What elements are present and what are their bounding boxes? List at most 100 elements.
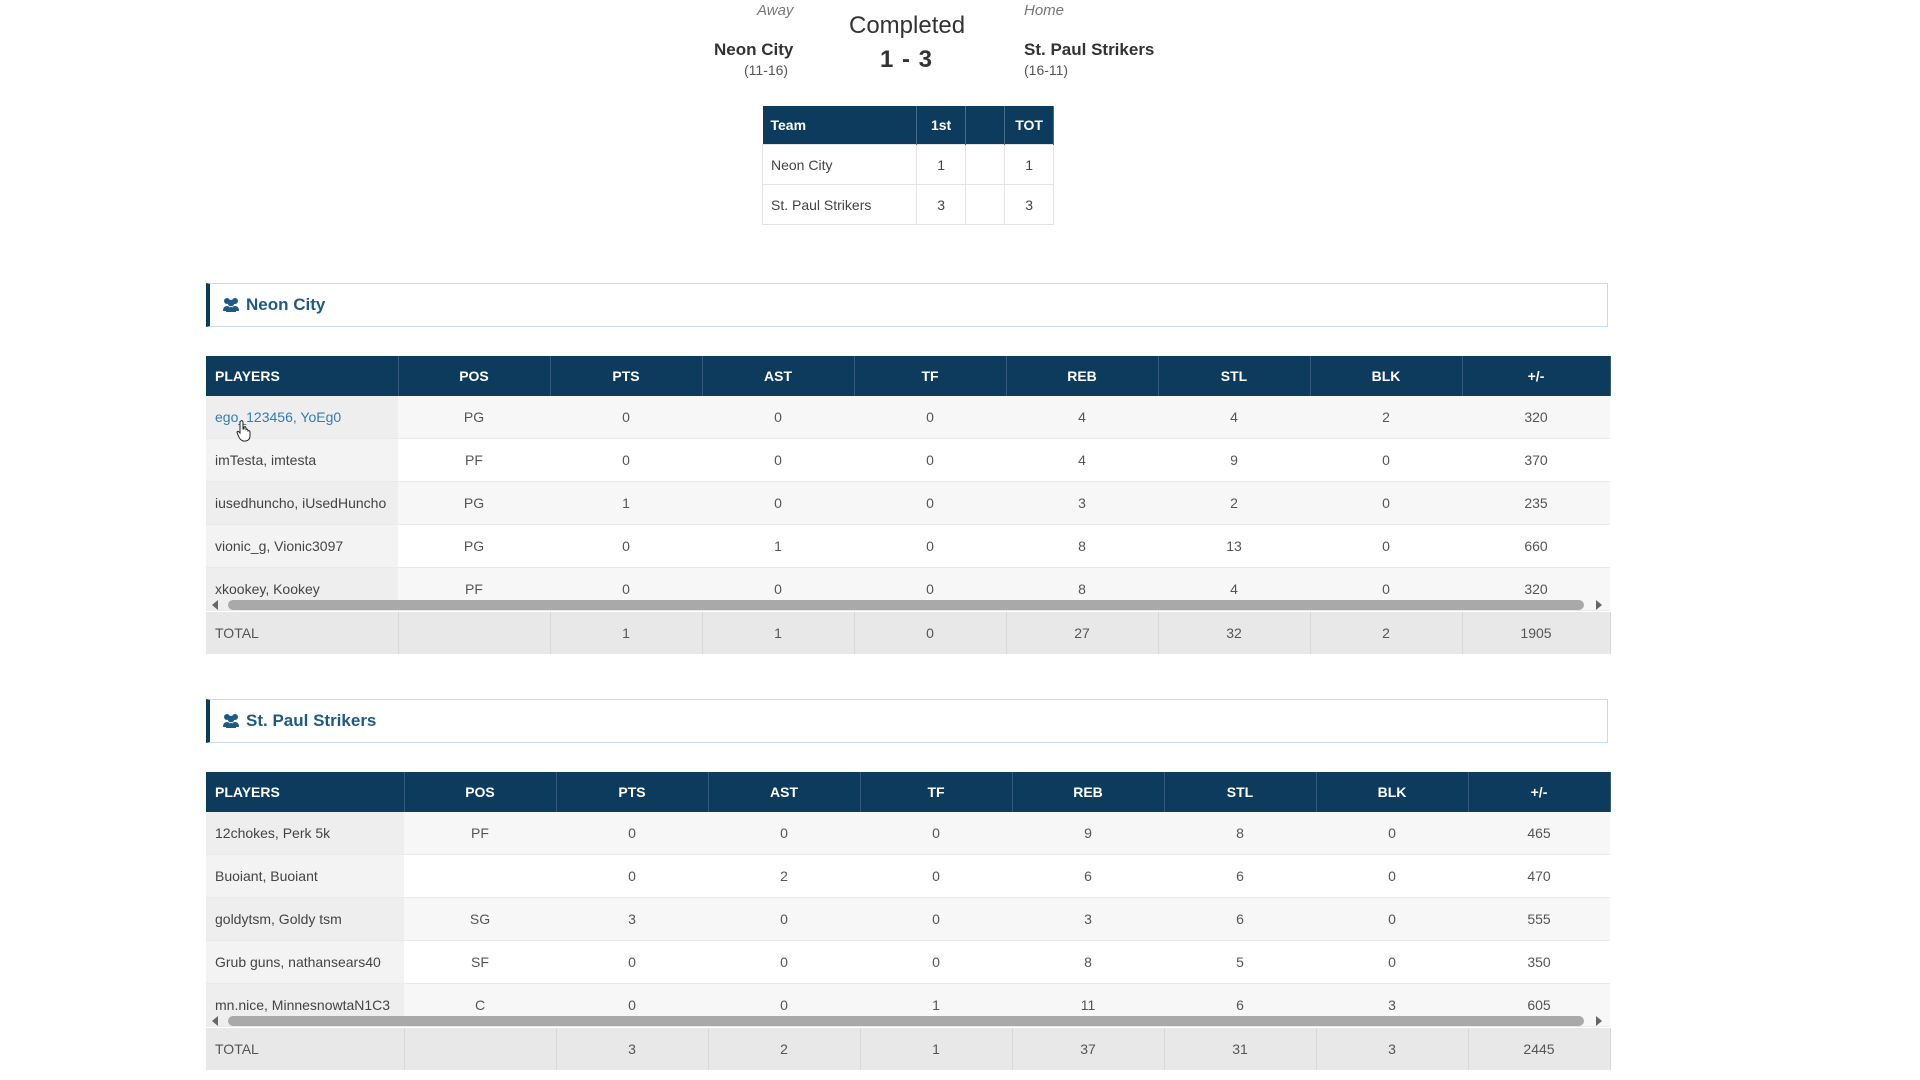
total-blk: 2 bbox=[1310, 612, 1463, 654]
team-section-title: Neon City bbox=[246, 295, 326, 314]
player-stl: 4 bbox=[1158, 396, 1310, 439]
scroll-left-arrow[interactable] bbox=[212, 1016, 218, 1026]
col-header-stl[interactable]: STL bbox=[1164, 772, 1317, 812]
player-plus-minus: 350 bbox=[1468, 940, 1610, 984]
col-header-tf[interactable]: TF bbox=[854, 356, 1007, 396]
player-stl: 2 bbox=[1158, 481, 1310, 525]
away-label: Away bbox=[757, 2, 794, 19]
player-tf: 0 bbox=[854, 481, 1006, 525]
player-name-link[interactable]: 12chokes, Perk 5k bbox=[206, 812, 404, 855]
col-header-blk[interactable]: BLK bbox=[1310, 356, 1463, 396]
col-header-pos[interactable]: POS bbox=[404, 772, 557, 812]
player-pos: PF bbox=[404, 812, 556, 855]
player-tf: 0 bbox=[854, 524, 1006, 568]
hand-cursor-icon bbox=[236, 420, 251, 442]
total-plus-minus: 2445 bbox=[1468, 1028, 1611, 1070]
col-header-pos[interactable]: POS bbox=[398, 356, 551, 396]
player-ast: 1 bbox=[702, 524, 854, 568]
player-ast: 0 bbox=[702, 438, 854, 482]
player-pos bbox=[404, 854, 556, 898]
player-ast: 2 bbox=[708, 854, 860, 898]
users-icon bbox=[223, 714, 239, 728]
away-team-record: (11-16) bbox=[744, 62, 789, 78]
player-pts: 0 bbox=[550, 438, 702, 482]
player-name-link[interactable]: goldytsm, Goldy tsm bbox=[206, 897, 404, 941]
col-header-pts[interactable]: PTS bbox=[556, 772, 709, 812]
totals-row: TOTAL 3 2 1 37 31 3 2445 bbox=[206, 1028, 1611, 1070]
team-section-header-away: Neon City bbox=[206, 283, 1608, 327]
total-pos bbox=[398, 612, 551, 654]
col-header-plus-minus[interactable]: +/- bbox=[1462, 356, 1611, 396]
player-name-link[interactable]: Buoiant, Buoiant bbox=[206, 854, 404, 898]
total-pts: 3 bbox=[556, 1028, 709, 1070]
player-stl: 6 bbox=[1164, 897, 1316, 941]
total-label: TOTAL bbox=[206, 612, 399, 654]
player-blk: 0 bbox=[1310, 524, 1462, 568]
player-name-link[interactable]: imTesta, imtesta bbox=[206, 438, 398, 482]
player-stats-table-home: PLAYERS POS PTS AST TF REB STL BLK +/- 1… bbox=[206, 772, 1611, 1027]
player-tf: 0 bbox=[860, 897, 1012, 941]
away-team-name[interactable]: Neon City bbox=[714, 40, 794, 59]
scrollbar-thumb[interactable] bbox=[228, 600, 1584, 610]
player-stats-table-away: PLAYERS POS PTS AST TF REB STL BLK +/- e… bbox=[206, 356, 1611, 611]
col-header-players[interactable]: PLAYERS bbox=[206, 772, 405, 812]
player-plus-minus: 320 bbox=[1462, 396, 1610, 439]
col-header-players[interactable]: PLAYERS bbox=[206, 356, 399, 396]
player-name-link[interactable]: Grub guns, nathansears40 bbox=[206, 940, 404, 984]
period-tot: 3 bbox=[1004, 184, 1054, 225]
player-pos: SF bbox=[404, 940, 556, 984]
col-header-pts[interactable]: PTS bbox=[550, 356, 703, 396]
total-ast: 2 bbox=[708, 1028, 861, 1070]
player-blk: 0 bbox=[1310, 438, 1462, 482]
period-blank bbox=[964, 184, 1006, 225]
col-header-tf[interactable]: TF bbox=[860, 772, 1013, 812]
period-1st: 3 bbox=[916, 184, 966, 225]
col-header-ast[interactable]: AST bbox=[708, 772, 861, 812]
period-1st: 1 bbox=[916, 144, 966, 185]
player-name-link[interactable]: ego_123456, YoEg0 bbox=[206, 396, 398, 439]
col-header-ast[interactable]: AST bbox=[702, 356, 855, 396]
player-ast: 0 bbox=[708, 897, 860, 941]
player-name-link[interactable]: iusedhuncho, iUsedHuncho bbox=[206, 481, 398, 525]
player-blk: 0 bbox=[1316, 854, 1468, 898]
col-header-stl[interactable]: STL bbox=[1158, 356, 1311, 396]
total-reb: 37 bbox=[1012, 1028, 1165, 1070]
scroll-left-arrow[interactable] bbox=[212, 600, 218, 610]
player-reb: 6 bbox=[1012, 854, 1164, 898]
home-label: Home bbox=[1024, 2, 1065, 19]
scrollbar-thumb[interactable] bbox=[228, 1016, 1584, 1026]
player-pts: 0 bbox=[556, 940, 708, 984]
player-reb: 4 bbox=[1006, 396, 1158, 439]
player-row: iusedhuncho, iUsedHuncho PG 1 0 0 3 2 0 … bbox=[206, 481, 1610, 525]
player-pts: 0 bbox=[550, 396, 702, 439]
player-pos: PG bbox=[398, 524, 550, 568]
player-row: 12chokes, Perk 5k PF 0 0 0 9 8 0 465 bbox=[206, 812, 1610, 855]
player-pos: PG bbox=[398, 396, 550, 439]
totals-row: TOTAL 1 1 0 27 32 2 1905 bbox=[206, 612, 1611, 654]
player-tf: 0 bbox=[854, 438, 1006, 482]
home-team-name[interactable]: St. Paul Strikers bbox=[1024, 40, 1155, 59]
horizontal-scrollbar-home[interactable] bbox=[206, 1012, 1610, 1030]
player-blk: 0 bbox=[1310, 481, 1462, 525]
player-plus-minus: 370 bbox=[1462, 438, 1610, 482]
player-name-link[interactable]: vionic_g, Vionic3097 bbox=[206, 524, 398, 568]
total-tf: 0 bbox=[854, 612, 1007, 654]
total-blk: 3 bbox=[1316, 1028, 1469, 1070]
col-header-reb[interactable]: REB bbox=[1012, 772, 1165, 812]
scroll-right-arrow[interactable] bbox=[1596, 1016, 1602, 1026]
player-reb: 3 bbox=[1006, 481, 1158, 525]
period-team: Neon City bbox=[761, 144, 918, 185]
player-stl: 8 bbox=[1164, 812, 1316, 855]
player-blk: 3 bbox=[1316, 983, 1468, 1027]
player-row: imTesta, imtesta PF 0 0 0 4 9 0 370 bbox=[206, 438, 1610, 482]
scroll-right-arrow[interactable] bbox=[1596, 600, 1602, 610]
player-pts: 0 bbox=[556, 854, 708, 898]
col-header-reb[interactable]: REB bbox=[1006, 356, 1159, 396]
player-row: Buoiant, Buoiant 0 2 0 6 6 0 470 bbox=[206, 854, 1610, 898]
player-row: goldytsm, Goldy tsm SG 3 0 0 3 6 0 555 bbox=[206, 897, 1610, 941]
player-reb: 8 bbox=[1006, 524, 1158, 568]
period-header-tot: TOT bbox=[1004, 106, 1054, 145]
horizontal-scrollbar-away[interactable] bbox=[206, 596, 1610, 614]
col-header-blk[interactable]: BLK bbox=[1316, 772, 1469, 812]
col-header-plus-minus[interactable]: +/- bbox=[1468, 772, 1611, 812]
